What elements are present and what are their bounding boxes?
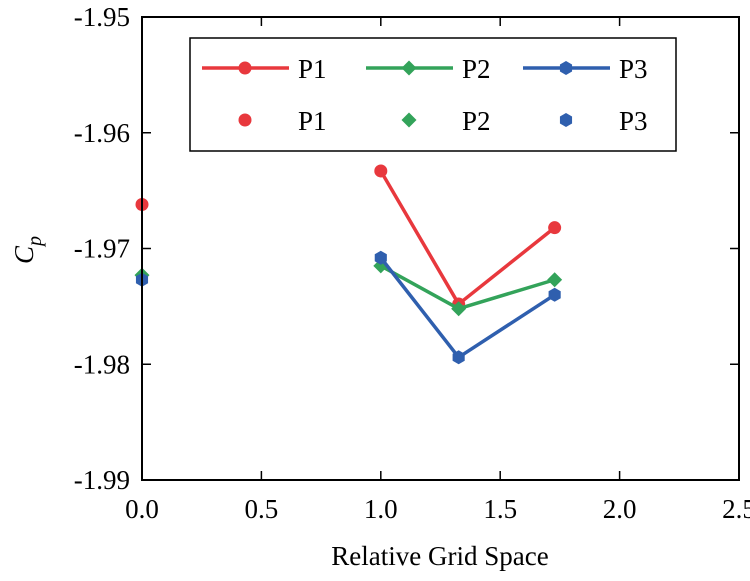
y-axis-title-sub: p	[24, 236, 46, 248]
svg-text:Cp: Cp	[9, 236, 46, 264]
legend-label-line-p2: P2	[462, 54, 491, 84]
x-tick-label: 0.5	[245, 494, 279, 524]
line-point-p3	[374, 250, 387, 265]
legend-point-marker-p2	[401, 112, 417, 128]
y-tick-label: -1.98	[74, 349, 130, 379]
legend-line-marker-p1	[238, 61, 252, 75]
line-point-p3	[452, 350, 465, 365]
plot-marks	[134, 164, 563, 365]
series-line-p1	[379, 170, 556, 306]
ticks: 0.0 0.5 1.0 1.5 2.0 2.5 -1.95 -1.96 -1.97 -1.98 -1…	[74, 2, 750, 524]
legend-label-point-p1: P1	[298, 106, 327, 136]
line-point-p3	[548, 287, 561, 302]
y-tick-label: -1.96	[74, 118, 130, 148]
x-tick-label: 2.5	[722, 494, 750, 524]
legend-box	[189, 37, 677, 152]
x-tick-label: 1.0	[364, 494, 398, 524]
x-tick-label: 0.0	[125, 494, 159, 524]
series-line-p2	[379, 264, 556, 311]
legend-label-point-p2: P2	[462, 106, 491, 136]
line-point-p1	[374, 164, 388, 178]
legend: P1 P2 P3 P1 P2 P3	[189, 37, 677, 152]
legend-line-marker-p3	[559, 61, 573, 75]
legend-label-point-p3: P3	[619, 106, 648, 136]
y-axis-title: Cp	[9, 236, 46, 264]
y-tick-label: -1.99	[74, 465, 130, 495]
legend-line-marker-p2	[401, 60, 417, 76]
x-tick-label: 1.5	[483, 494, 517, 524]
x-axis-title: Relative Grid Space	[331, 541, 548, 571]
y-tick-label: -1.95	[74, 2, 130, 32]
y-axis-title-main: C	[9, 245, 39, 264]
legend-point-marker-p3	[559, 113, 573, 127]
line-point-p1	[548, 221, 562, 235]
legend-point-marker-p1	[238, 113, 252, 127]
line-point-p2	[451, 301, 467, 317]
line-point-p2	[547, 272, 563, 288]
legend-label-line-p3: P3	[619, 54, 648, 84]
y-tick-label: -1.97	[74, 234, 130, 264]
legend-label-line-p1: P1	[298, 54, 327, 84]
x-tick-label: 2.0	[603, 494, 637, 524]
